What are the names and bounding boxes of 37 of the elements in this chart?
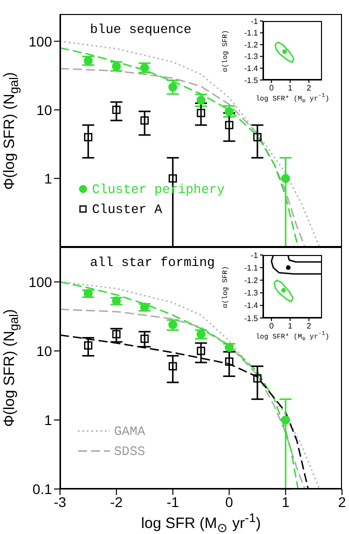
text: all star forming [90, 255, 215, 270]
y-tick-label: -1.3 [244, 288, 259, 298]
legend-label: GAMA [114, 424, 146, 438]
y-tick-label: 1 [44, 412, 52, 428]
x-tick-label: 1 [288, 322, 293, 331]
x-tick-label: 1 [288, 84, 293, 93]
y-tick-label: -1 [250, 16, 259, 26]
y-tick-label: 100 [28, 33, 52, 50]
text: blue sequence [90, 22, 192, 37]
y-tick-label: -1.2 [244, 40, 259, 50]
y-tick-label: 10 [36, 342, 52, 359]
x-tick-label: 0 [269, 322, 274, 331]
y-tick-label: 0.1 [32, 480, 52, 497]
x-tick-label: 2 [306, 322, 312, 331]
x-tick-label: -1 [166, 494, 180, 510]
y-tick-label: -1.4 [244, 301, 259, 310]
y-tick-label: -1.2 [244, 276, 259, 286]
y-tick-label: -1.3 [244, 52, 259, 62]
legend-label: SDSS [114, 444, 146, 458]
y-tick-label: -1 [250, 250, 259, 260]
x-tick-label: 2 [306, 84, 312, 93]
y-tick-label: -1.1 [244, 28, 259, 38]
x-tick-label: -3 [54, 494, 66, 510]
y-tick-label: 10 [36, 102, 52, 118]
x-tick-label: 0 [225, 494, 234, 510]
y-tick-label: -1.4 [244, 64, 259, 74]
x-tick-label: 1 [282, 494, 290, 510]
y-tick-label: 1 [44, 170, 52, 186]
y-tick-label: -1.5 [244, 314, 259, 323]
x-tick-label: -2 [110, 494, 123, 510]
y-tick-label: -1.5 [244, 76, 259, 85]
x-tick-label: 0 [269, 84, 274, 93]
y-tick-label: -1.1 [244, 263, 259, 272]
y-tick-label: 100 [28, 274, 52, 290]
x-tick-label: 2 [338, 494, 346, 510]
x-axis-title: log SFR (M$_{⊙}$ yr$^{-1}$) [141, 511, 261, 534]
legend-label: Cluster A [92, 202, 162, 216]
